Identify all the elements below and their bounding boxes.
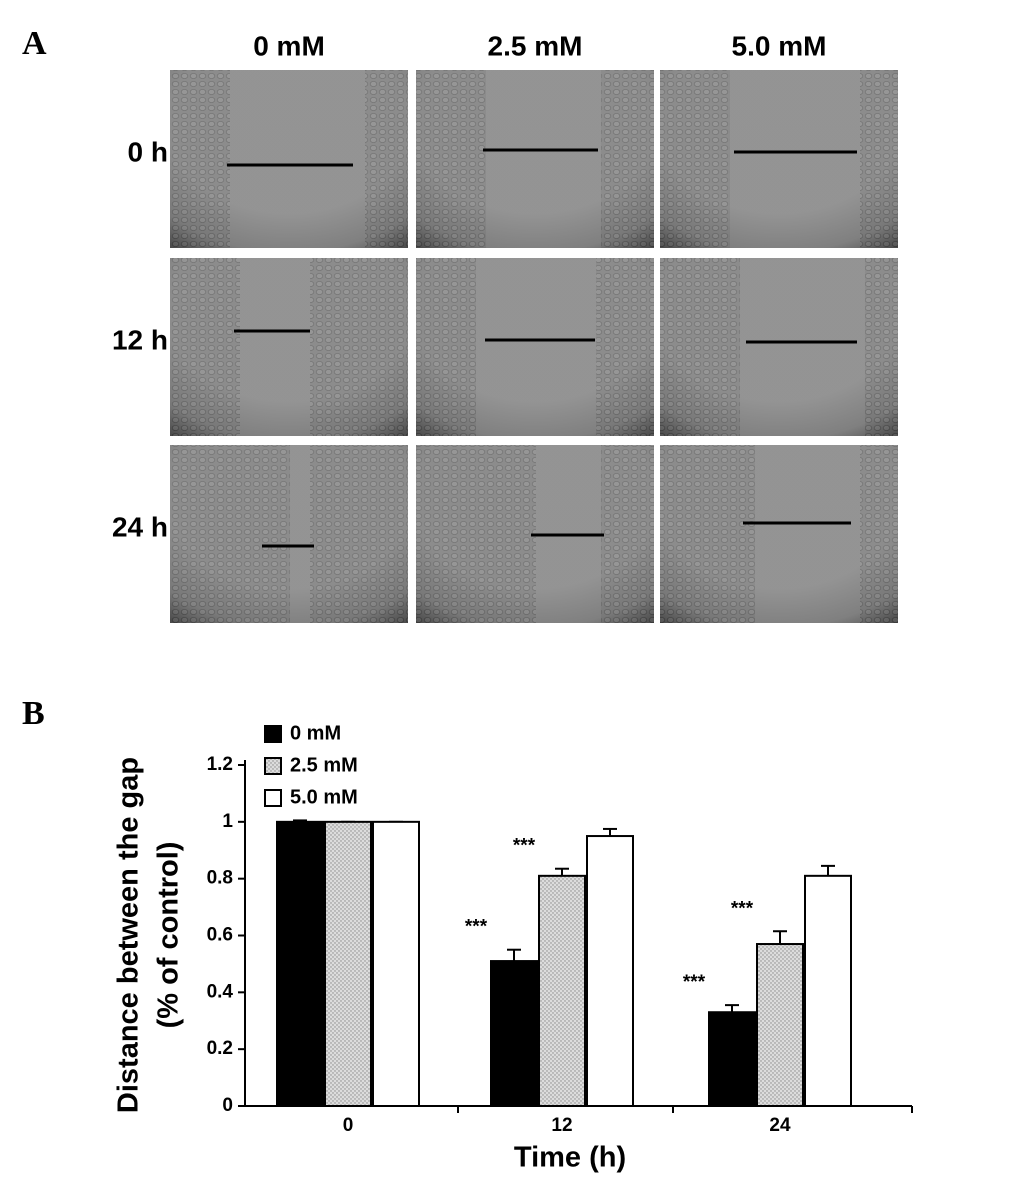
column-label: 5.0 mM: [732, 30, 827, 61]
bar: [708, 1011, 756, 1107]
vignette: [660, 445, 898, 623]
legend-swatch: [264, 725, 282, 743]
vignette: [170, 70, 408, 248]
y-axis-label: (% of control): [153, 842, 185, 1029]
row-label: 12 h: [112, 324, 168, 355]
bar: [324, 820, 372, 1107]
bar: [586, 835, 634, 1108]
y-tick-label: 1: [222, 811, 233, 832]
y-tick-label: 0: [222, 1095, 233, 1116]
legend-swatch: [264, 757, 282, 775]
bar: [756, 943, 804, 1108]
vignette: [660, 70, 898, 248]
legend-label: 0 mM: [290, 722, 341, 744]
significance: ***: [683, 972, 706, 993]
x-tick-label: 12: [551, 1115, 572, 1136]
bar: [372, 820, 420, 1107]
vignette: [416, 258, 654, 436]
legend-label: 2.5 mM: [290, 754, 358, 776]
significance: ***: [513, 836, 536, 857]
vignette: [170, 445, 408, 623]
significance: ***: [731, 898, 754, 919]
legend-label: 5.0 mM: [290, 786, 358, 808]
bar: [490, 960, 538, 1108]
column-label: 2.5 mM: [488, 30, 583, 61]
vignette: [170, 258, 408, 436]
legend-swatch: [264, 789, 282, 807]
y-tick-label: 0.6: [207, 925, 233, 946]
y-tick-label: 0.4: [207, 981, 234, 1002]
row-label: 0 h: [128, 136, 168, 167]
y-tick-label: 0.8: [207, 868, 233, 889]
x-tick-label: 0: [343, 1115, 354, 1136]
bar: [538, 874, 586, 1108]
bar: [276, 820, 324, 1107]
row-label: 24 h: [112, 511, 168, 542]
vignette: [660, 258, 898, 436]
y-axis-label: Distance between the gap: [113, 757, 145, 1113]
chart: 0 0.2 0.4 0.6 0.8 1 1.2 *** *** *** *** 0 12 24 Time (…: [113, 722, 913, 1174]
column-label: 0 mM: [253, 30, 325, 61]
x-axis-label: Time (h): [514, 1142, 626, 1174]
y-tick-label: 1.2: [207, 754, 233, 775]
vignette: [416, 70, 654, 248]
scratch-images: 0 mM 2.5 mM 5.0 mM 0 h 12 h 24 h: [112, 30, 898, 623]
bar: [804, 874, 852, 1108]
y-tick-label: 0.2: [207, 1038, 233, 1059]
panel-label: B: [22, 695, 45, 732]
panel-label: A: [22, 25, 47, 62]
x-tick-label: 24: [769, 1115, 791, 1136]
significance: ***: [465, 917, 488, 938]
